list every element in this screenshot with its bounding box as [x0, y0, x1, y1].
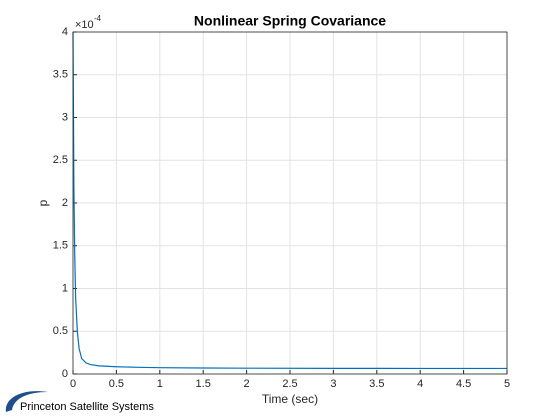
x-tick-label: 3.5 [369, 378, 384, 390]
x-axis-label: Time (sec) [262, 392, 318, 406]
chart-title: Nonlinear Spring Covariance [194, 13, 386, 29]
x-tick-label: 2 [244, 378, 250, 390]
logo: Princeton Satellite Systems [5, 391, 154, 413]
y-scale-base: ×10 [75, 19, 94, 31]
axes-box [72, 31, 508, 375]
x-tick-label: 0 [70, 378, 76, 390]
y-tick-label: 0 [62, 368, 68, 380]
x-tick-label: 4.5 [456, 378, 471, 390]
y-tick-label: 4 [62, 26, 68, 38]
x-tick-label: 2.5 [282, 378, 297, 390]
y-tick-label: 3 [62, 111, 68, 123]
x-tick-label: 3 [330, 378, 336, 390]
y-tick-label: 2 [62, 197, 68, 209]
x-tick-label: 4 [417, 378, 423, 390]
y-scale-exponent: -4 [94, 14, 102, 23]
y-axis-label: p [36, 199, 50, 206]
y-tick-label: 3.5 [53, 69, 68, 81]
y-tick-label: 0.5 [53, 325, 68, 337]
y-tick-label: 1 [62, 282, 68, 294]
y-tick-label: 1.5 [53, 240, 68, 252]
logo-text: Princeton Satellite Systems [20, 401, 154, 413]
logo-swoosh [5, 391, 48, 412]
x-tick-label: 1.5 [196, 378, 211, 390]
x-tick-label: 5 [504, 378, 510, 390]
data-line [72, 31, 507, 370]
y-tick-label: 2.5 [53, 154, 68, 166]
x-tick-label: 0.5 [109, 378, 124, 390]
x-tick-label: 1 [157, 378, 163, 390]
